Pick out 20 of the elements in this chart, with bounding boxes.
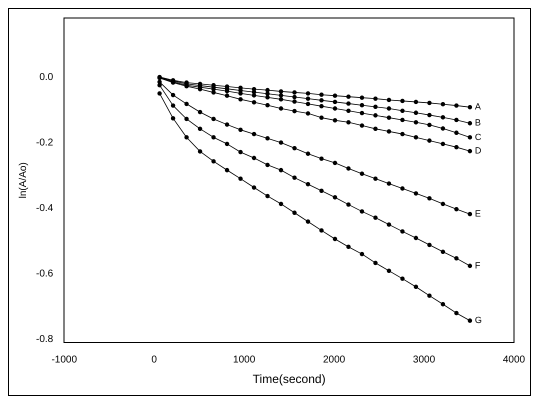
x-tick-label: -1000 [51, 354, 78, 366]
y-tick-label: -0.8 [36, 334, 54, 346]
y-tick-label: -0.2 [36, 137, 54, 148]
y-tick-label: -0.4 [36, 202, 54, 214]
x-axis-title: Time(second) [252, 372, 326, 386]
series-label: C [474, 132, 482, 142]
series-label: D [474, 146, 482, 156]
series-label: E [474, 208, 481, 219]
series-label: B [474, 118, 481, 128]
x-tick-label: 1000 [233, 354, 256, 366]
x-tick-label: 4000 [502, 354, 526, 366]
series-label: A [474, 102, 481, 112]
x-tick-label: 3000 [412, 354, 436, 366]
y-axis-title: ln(A/Ao) [18, 162, 29, 198]
x-tick-label: 2000 [322, 354, 346, 366]
series-label: G [474, 315, 482, 326]
x-tick-label: 0 [151, 354, 158, 366]
y-tick-label: -0.6 [36, 268, 54, 280]
y-tick-label: 0.0 [39, 72, 54, 83]
series-label: F [474, 260, 481, 270]
